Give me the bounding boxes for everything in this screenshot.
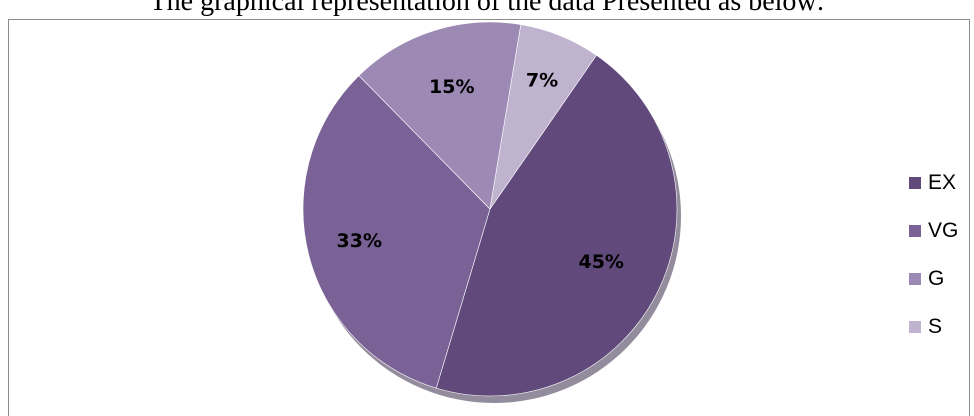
legend-swatch-vg [909, 225, 921, 237]
legend-label-ex: EX [928, 171, 957, 194]
pie-chart: 45% 33% 15% 7% [302, 21, 681, 403]
pie-slice-s [489, 24, 597, 210]
pie-slice-g [358, 21, 522, 210]
pie-slice-ex [435, 54, 678, 397]
legend-swatch-s [909, 321, 921, 333]
legend-label-g: G [928, 267, 945, 290]
slice-label-g: 15% [429, 76, 474, 98]
slice-label-ex: 45% [578, 251, 623, 273]
legend-item-s: S [909, 303, 958, 351]
legend-swatch-ex [909, 177, 921, 189]
pie-slice-vg [302, 75, 491, 389]
slice-label-s: 7% [526, 69, 558, 91]
legend-label-vg: VG [928, 219, 959, 242]
legend-item-ex: EX [909, 159, 958, 207]
legend-swatch-g [909, 273, 921, 285]
slice-label-vg: 33% [337, 230, 382, 252]
chart-area: 45% 33% 15% 7% EX VG G S [8, 19, 970, 416]
legend-label-s: S [928, 315, 943, 338]
legend-item-vg: VG [909, 207, 958, 255]
legend-item-g: G [909, 255, 958, 303]
page-caption: The graphical representation of the data… [149, 0, 825, 17]
chart-legend: EX VG G S [909, 159, 958, 351]
